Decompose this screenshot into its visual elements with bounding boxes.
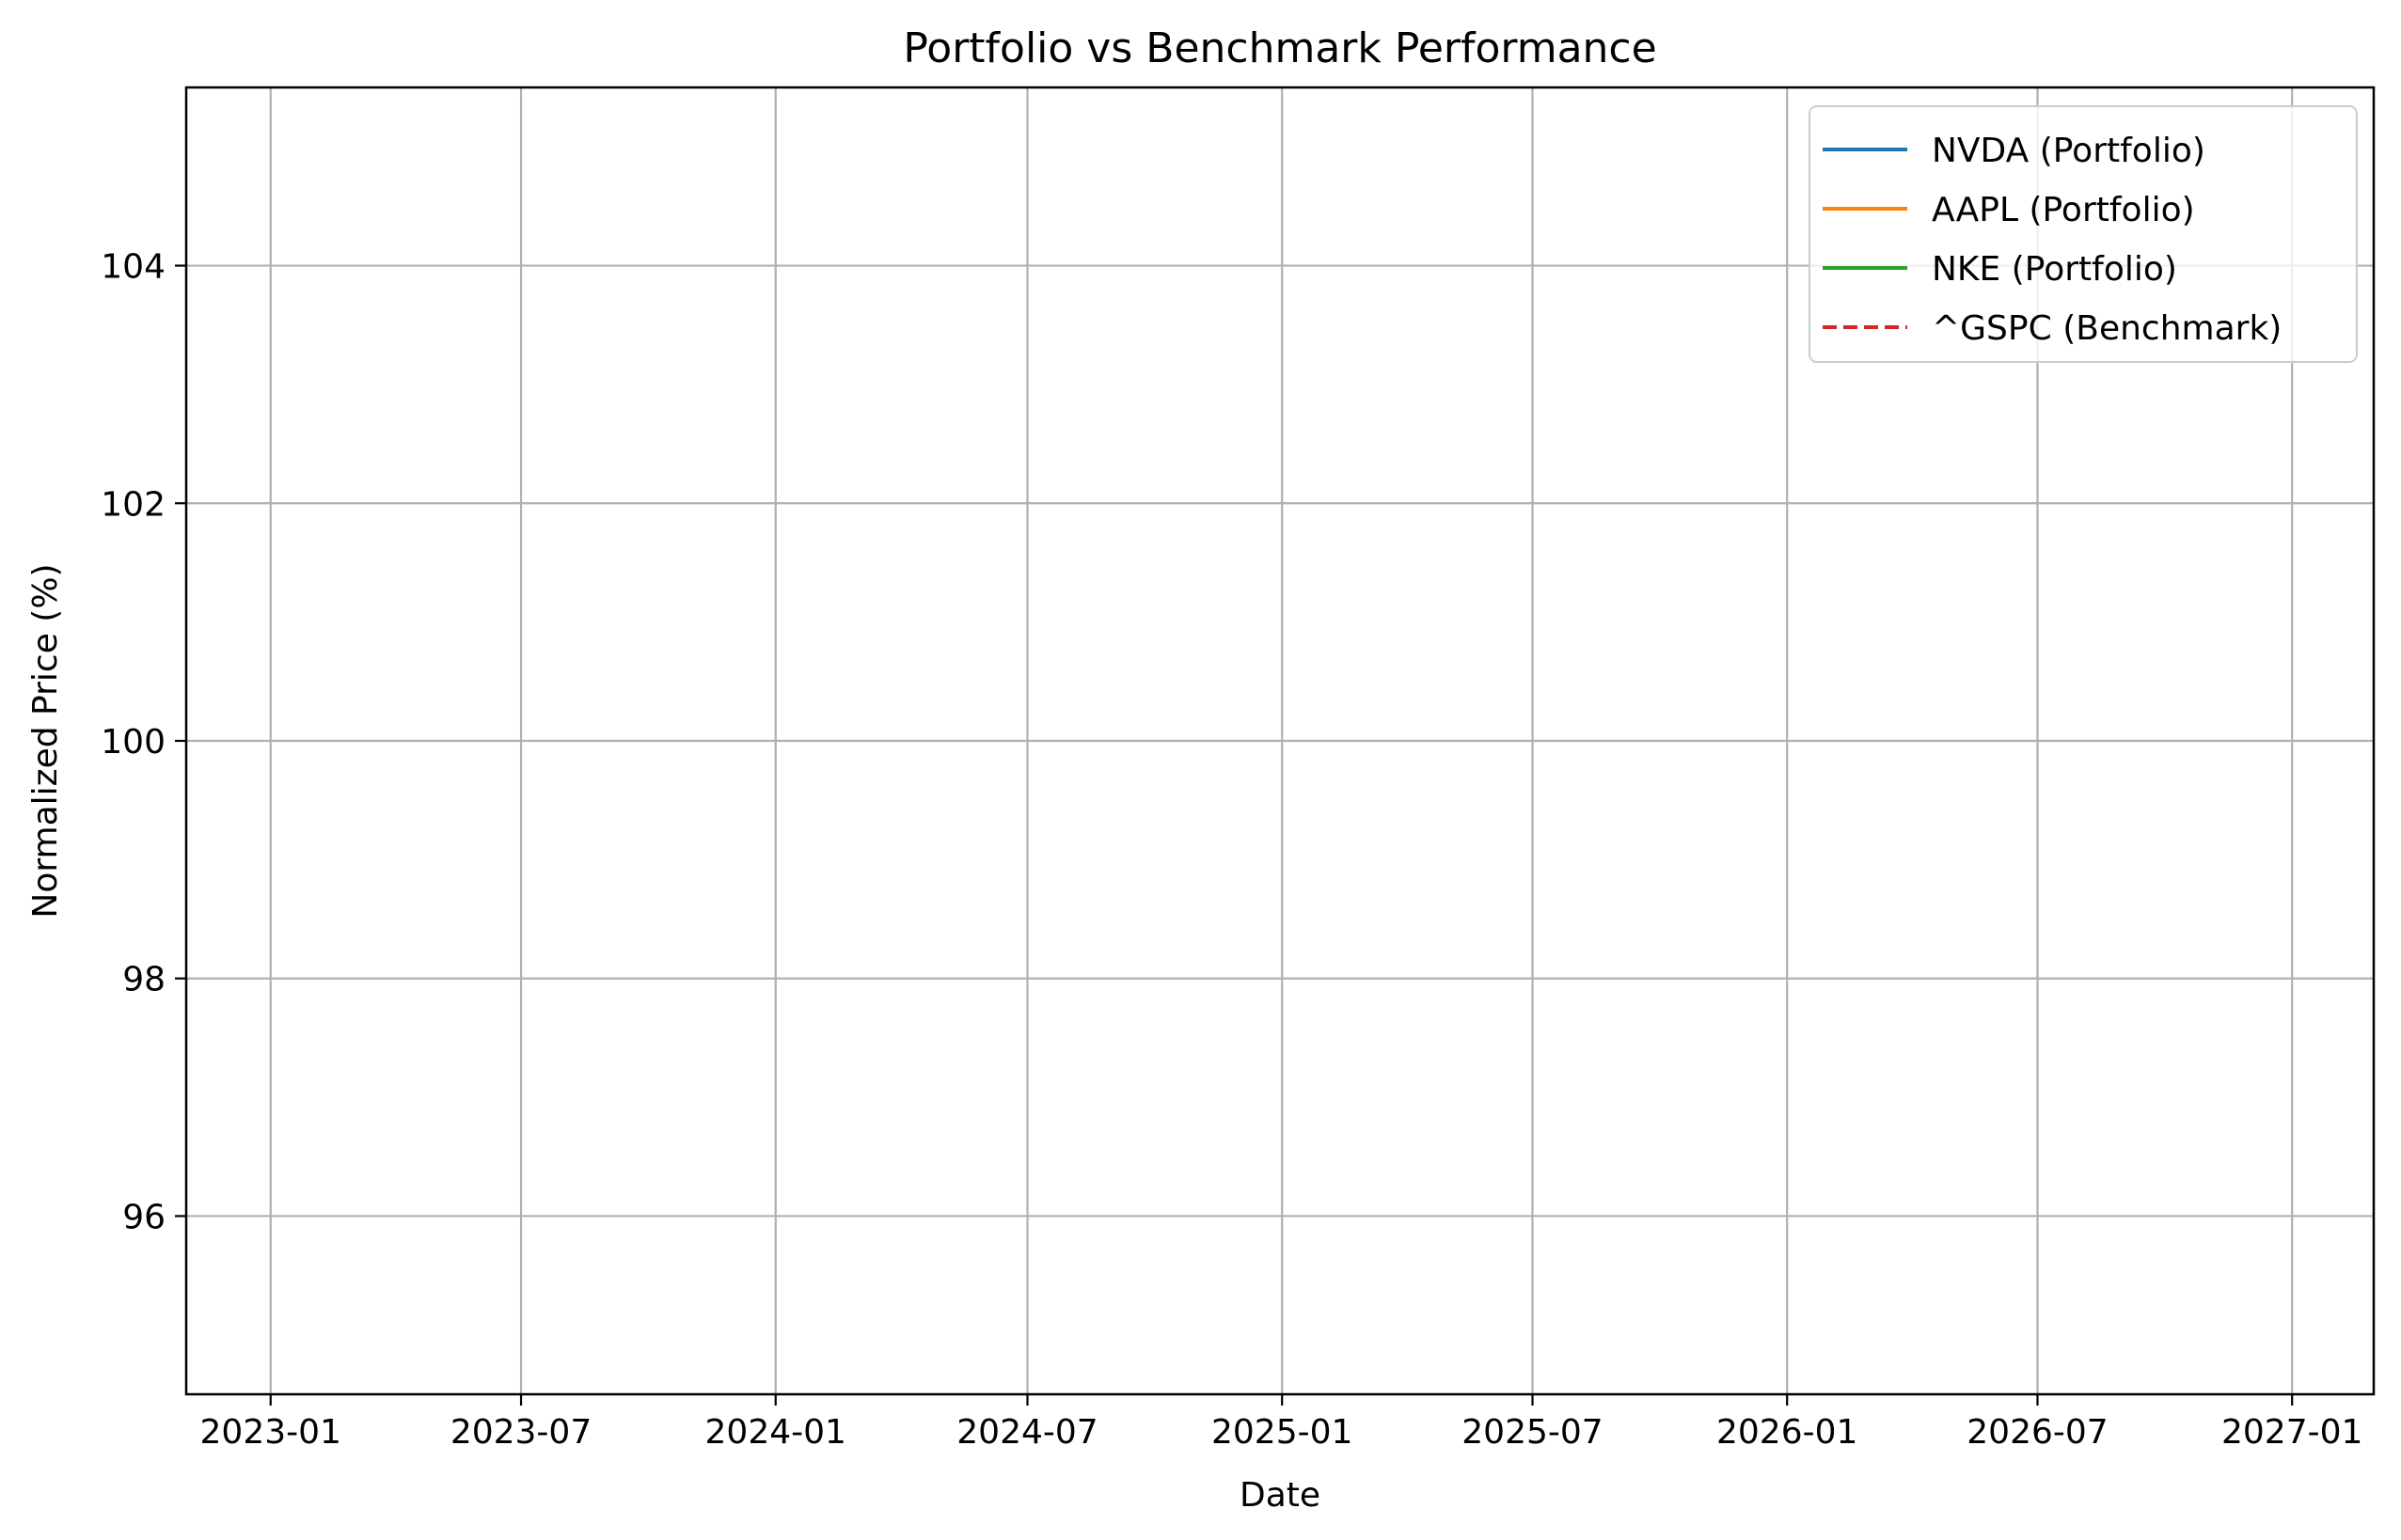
y-tick-label: 104 bbox=[101, 248, 166, 287]
legend-box bbox=[1809, 105, 2358, 363]
legend: NVDA (Portfolio) AAPL (Portfolio) NKE (Por… bbox=[1809, 105, 2358, 363]
y-axis-ticks: 96 98 100 102 104 bbox=[101, 248, 186, 1236]
x-tick-label: 2025-01 bbox=[1211, 1413, 1352, 1452]
x-tick-label: 2026-01 bbox=[1716, 1413, 1857, 1452]
legend-label: AAPL (Portfolio) bbox=[1932, 191, 2195, 229]
x-tick-label: 2026-07 bbox=[1967, 1413, 2108, 1452]
y-tick-label: 100 bbox=[101, 723, 166, 762]
x-tick-label: 2025-07 bbox=[1461, 1413, 1603, 1452]
x-axis-ticks: 2023-01 2023-07 2024-01 2024-07 2025-01 2025-… bbox=[200, 1394, 2362, 1452]
y-tick-label: 102 bbox=[101, 485, 166, 524]
x-tick-label: 2024-01 bbox=[705, 1413, 846, 1452]
legend-label: NVDA (Portfolio) bbox=[1932, 132, 2205, 170]
x-tick-label: 2023-01 bbox=[200, 1413, 341, 1452]
chart-title: Portfolio vs Benchmark Performance bbox=[903, 24, 1656, 72]
x-axis-label: Date bbox=[1240, 1476, 1320, 1515]
x-tick-label: 2027-01 bbox=[2221, 1413, 2362, 1452]
x-tick-label: 2024-07 bbox=[956, 1413, 1098, 1452]
legend-label: ^GSPC (Benchmark) bbox=[1932, 309, 2282, 348]
y-axis-label: Normalized Price (%) bbox=[26, 563, 65, 918]
y-tick-label: 96 bbox=[122, 1198, 166, 1236]
x-tick-label: 2023-07 bbox=[450, 1413, 592, 1452]
y-tick-label: 98 bbox=[122, 961, 166, 999]
legend-label: NKE (Portfolio) bbox=[1932, 250, 2177, 289]
